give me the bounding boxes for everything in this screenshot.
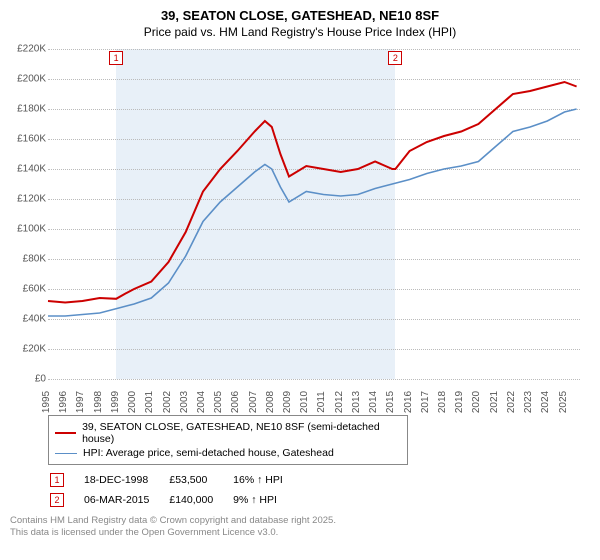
legend-label-hpi: HPI: Average price, semi-detached house,… [83,447,334,459]
y-tick-label: £120K [12,194,46,205]
marker-delta: 9% ↑ HPI [233,491,301,509]
x-tick-label: 1997 [75,391,89,413]
x-tick-label: 2011 [316,391,330,413]
y-tick-label: £200K [12,74,46,85]
x-tick-label: 2019 [454,391,468,413]
x-tick-label: 2023 [523,391,537,413]
x-tick-label: 2022 [506,391,520,413]
x-tick-label: 2017 [420,391,434,413]
x-tick-label: 2006 [230,391,244,413]
marker-date: 06-MAR-2015 [84,491,167,509]
x-tick-label: 2013 [351,391,365,413]
y-tick-label: £60K [12,284,46,295]
marker-badge-2: 2 [50,493,64,507]
y-tick-label: £220K [12,44,46,55]
y-tick-label: £40K [12,314,46,325]
y-tick-label: £140K [12,164,46,175]
x-tick-label: 2010 [299,391,313,413]
plot-area: 12 [48,49,580,379]
chart-svg [48,49,580,379]
legend-label-price-paid: 39, SEATON CLOSE, GATESHEAD, NE10 8SF (s… [82,421,401,445]
y-tick-label: £0 [12,374,46,385]
x-tick-label: 1995 [41,391,55,413]
marker-price: £53,500 [169,471,231,489]
marker-row: 2 06-MAR-2015£140,0009% ↑ HPI [50,491,301,509]
marker-date: 18-DEC-1998 [84,471,167,489]
x-tick-label: 2003 [179,391,193,413]
marker-flag-1: 1 [109,51,123,65]
x-tick-label: 2001 [144,391,158,413]
x-tick-label: 2015 [385,391,399,413]
x-tick-label: 2012 [334,391,348,413]
x-tick-label: 2024 [540,391,554,413]
x-axis-labels: 1995199619971998199920002001200220032004… [48,383,580,409]
x-tick-label: 2000 [127,391,141,413]
series-hpi [48,109,577,316]
x-tick-label: 2009 [282,391,296,413]
y-tick-label: £80K [12,254,46,265]
marker-price: £140,000 [169,491,231,509]
y-tick-label: £160K [12,134,46,145]
x-tick-label: 2016 [403,391,417,413]
x-tick-label: 1998 [93,391,107,413]
legend-swatch-price-paid [55,432,76,434]
x-tick-label: 2025 [558,391,572,413]
marker-row: 1 18-DEC-1998£53,50016% ↑ HPI [50,471,301,489]
x-tick-label: 2002 [162,391,176,413]
x-tick-label: 2004 [196,391,210,413]
title-block: 39, SEATON CLOSE, GATESHEAD, NE10 8SF Pr… [0,0,600,43]
address-line: 39, SEATON CLOSE, GATESHEAD, NE10 8SF [0,8,600,23]
y-tick-label: £180K [12,104,46,115]
footer-line-1: Contains HM Land Registry data © Crown c… [10,515,590,527]
legend-row-price-paid: 39, SEATON CLOSE, GATESHEAD, NE10 8SF (s… [55,420,401,446]
legend-swatch-hpi [55,453,77,454]
footer: Contains HM Land Registry data © Crown c… [10,515,590,539]
marker-delta: 16% ↑ HPI [233,471,301,489]
marker-badge-1: 1 [50,473,64,487]
x-tick-label: 2005 [213,391,227,413]
subtitle-line: Price paid vs. HM Land Registry's House … [0,25,600,39]
marker-table: 1 18-DEC-1998£53,50016% ↑ HPI 2 06-MAR-2015… [48,469,303,511]
x-tick-label: 2008 [265,391,279,413]
x-tick-label: 2018 [437,391,451,413]
y-tick-label: £20K [12,344,46,355]
x-tick-label: 1996 [58,391,72,413]
footer-line-2: This data is licensed under the Open Gov… [10,527,590,539]
y-tick-label: £100K [12,224,46,235]
legend-row-hpi: HPI: Average price, semi-detached house,… [55,446,401,460]
legend: 39, SEATON CLOSE, GATESHEAD, NE10 8SF (s… [48,415,408,465]
gridline [48,379,580,380]
x-tick-label: 2007 [248,391,262,413]
marker-flag-2: 2 [388,51,402,65]
x-tick-label: 1999 [110,391,124,413]
x-tick-label: 2020 [471,391,485,413]
x-tick-label: 2014 [368,391,382,413]
chart: 12 1995199619971998199920002001200220032… [10,49,590,409]
x-tick-label: 2021 [489,391,503,413]
